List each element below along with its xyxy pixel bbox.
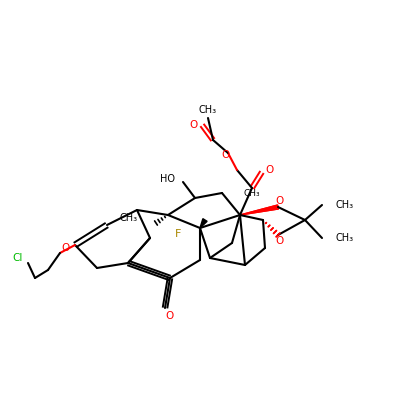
Polygon shape [240,205,278,215]
Text: CH₃: CH₃ [243,188,260,198]
Text: O: O [276,236,284,246]
Text: F: F [175,229,181,239]
Text: O: O [276,196,284,206]
Polygon shape [240,205,278,215]
Text: CH₃: CH₃ [120,213,138,223]
Polygon shape [200,219,207,228]
Text: O: O [190,120,198,130]
Text: O: O [61,243,69,253]
Text: HO: HO [160,174,175,184]
Text: CH₃: CH₃ [336,200,354,210]
Text: Cl: Cl [13,253,23,263]
Text: CH₃: CH₃ [199,105,217,115]
Text: O: O [221,150,229,160]
Text: CH₃: CH₃ [336,233,354,243]
Text: O: O [166,311,174,321]
Text: O: O [266,165,274,175]
